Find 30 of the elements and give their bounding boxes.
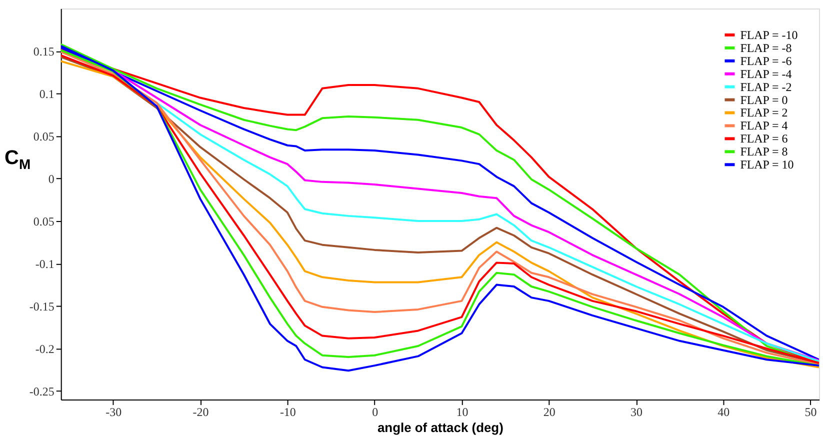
legend-label: FLAP = -8 bbox=[740, 40, 792, 55]
y-tick-label: -0.25 bbox=[29, 384, 54, 399]
legend-label: FLAP = 8 bbox=[740, 144, 788, 159]
legend-label: FLAP = -6 bbox=[740, 54, 792, 68]
x-axis-title: angle of attack (deg) bbox=[377, 420, 504, 435]
legend-label: FLAP = 10 bbox=[740, 158, 794, 172]
y-tick-label: 0.1 bbox=[39, 87, 54, 102]
legend-label: FLAP = -4 bbox=[740, 66, 792, 81]
x-tick-label: -10 bbox=[280, 405, 296, 420]
x-tick-label: -30 bbox=[106, 405, 122, 420]
legend-label: FLAP = 0 bbox=[740, 92, 788, 107]
legend-label: FLAP = 4 bbox=[740, 118, 788, 133]
y-tick-label: 0.15 bbox=[33, 44, 54, 59]
y-tick-label: 0 bbox=[48, 172, 54, 186]
x-tick-label: 40 bbox=[718, 405, 730, 420]
legend-label: FLAP = -2 bbox=[740, 80, 792, 94]
x-tick-label: 10 bbox=[456, 405, 468, 420]
y-tick-label: -0.1 bbox=[35, 257, 54, 272]
y-tick-label: -0.15 bbox=[29, 300, 54, 314]
x-tick-label: -20 bbox=[192, 405, 209, 420]
legend-label: FLAP = 2 bbox=[740, 106, 788, 120]
x-tick-label: 0 bbox=[372, 405, 378, 420]
y-tick-label: 0.05 bbox=[33, 130, 54, 144]
legend-label: FLAP = 6 bbox=[740, 132, 788, 146]
x-tick-label: 30 bbox=[630, 405, 643, 420]
y-tick-label: -0.2 bbox=[35, 342, 54, 356]
x-tick-label: 50 bbox=[804, 405, 817, 420]
x-tick-label: 20 bbox=[543, 405, 556, 420]
y-tick-label: 0.05 bbox=[33, 214, 54, 229]
legend-label: FLAP = -10 bbox=[740, 28, 798, 42]
